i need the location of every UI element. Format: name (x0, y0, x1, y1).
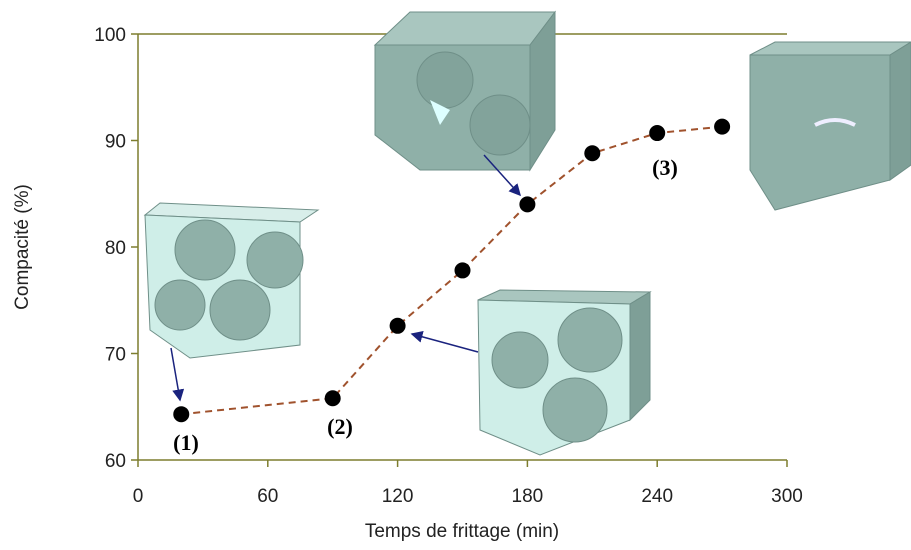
data-point (519, 196, 536, 213)
cube-illustration (373, 10, 557, 172)
annotation: (2) (327, 414, 353, 439)
x-tick-label: 180 (512, 486, 544, 507)
data-point (649, 125, 666, 142)
cube-illustration (477, 289, 652, 456)
y-tick-label: 60 (105, 451, 126, 472)
y-tick-label: 90 (105, 132, 126, 153)
x-tick-label: 240 (641, 486, 673, 507)
data-point (454, 262, 471, 279)
data-point (173, 406, 190, 423)
x-axis-label: Temps de frittage (min) (365, 521, 559, 542)
y-tick-label: 70 (105, 345, 126, 366)
data-point (389, 317, 406, 334)
cube-illustration (749, 41, 911, 211)
y-tick-label: 100 (94, 25, 126, 46)
arrow (170, 154, 522, 402)
data-point (584, 145, 601, 162)
x-tick-label: 0 (133, 486, 144, 507)
y-tick-label: 80 (105, 238, 126, 259)
data-point (324, 390, 341, 407)
x-tick-label: 60 (257, 486, 278, 507)
y-axis-label: Compacité (%) (12, 184, 33, 310)
x-tick-label: 300 (771, 486, 803, 507)
annotation: (3) (652, 155, 678, 180)
data-line (181, 125, 723, 416)
annotation: (1) (173, 430, 199, 455)
x-tick-label: 120 (382, 486, 414, 507)
data-point (714, 118, 731, 135)
cube-illustration (143, 202, 320, 359)
